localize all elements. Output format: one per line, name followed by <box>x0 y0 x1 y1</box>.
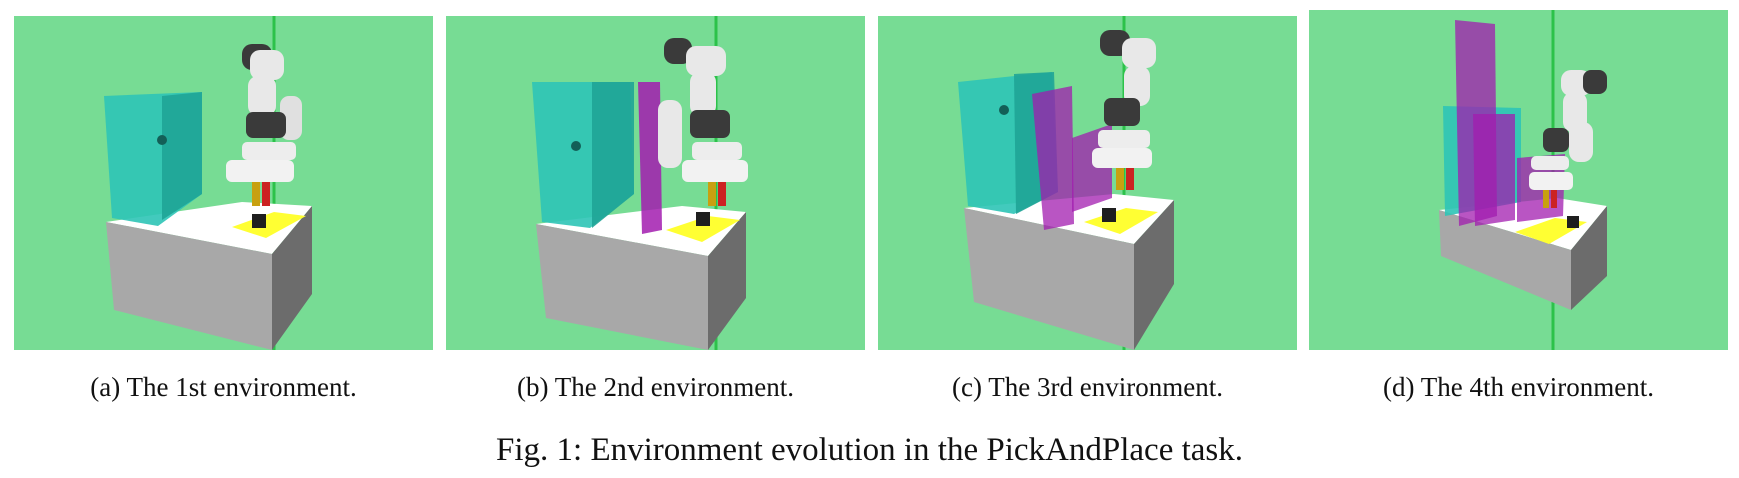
robot-arm <box>226 44 302 206</box>
panel-b-image <box>446 16 865 350</box>
subcaption-a: (a) The 1st environment. <box>90 372 357 402</box>
magenta-obstacle <box>638 82 662 234</box>
panel-d-image <box>1309 10 1728 350</box>
panel-a-image <box>14 16 433 350</box>
target-zone <box>232 212 306 238</box>
subcaption-b: (b) The 2nd environment. <box>517 372 794 402</box>
table-side <box>272 206 312 350</box>
subcaption-c: (c) The 3rd environment. <box>952 372 1223 402</box>
subcaption-d: (d) The 4th environment. <box>1383 372 1654 402</box>
panel-c-image <box>878 16 1297 350</box>
figure-caption: Fig. 1: Environment evolution in the Pic… <box>496 432 1243 468</box>
table-front <box>106 222 272 350</box>
cyan-obstacle-side <box>162 92 202 220</box>
cyan-obstacle-knob <box>157 135 167 145</box>
block <box>252 214 266 228</box>
